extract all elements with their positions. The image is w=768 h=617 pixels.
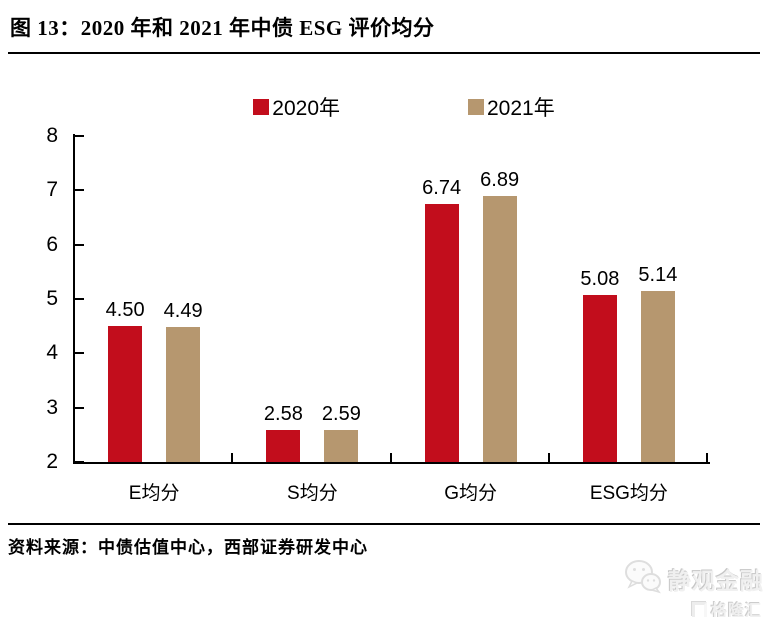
bar-value-label: 4.50 (105, 299, 145, 322)
y-tick-mark (75, 352, 84, 355)
bar-value-label: 6.89 (480, 169, 520, 192)
bar-2021年-S均分 (324, 429, 359, 462)
y-tick-mark (75, 135, 84, 137)
legend-swatch-2020 (253, 99, 270, 115)
y-tick-mark (75, 189, 84, 192)
y-tick-label: 8 (46, 124, 58, 147)
watermark-account-row: 静观金融 (624, 558, 764, 599)
bar-2021年-E均分 (166, 326, 201, 462)
x-tick-mark (231, 453, 234, 462)
source-divider (8, 523, 760, 525)
x-tick-mark (389, 453, 392, 462)
watermark: 静观金融 格隆汇 (624, 558, 764, 617)
source-note: 资料来源：中债估值中心，西部证券研发中心 (8, 538, 368, 557)
legend-swatch-2021 (468, 99, 484, 115)
bar-value-label: 5.08 (580, 267, 620, 290)
y-tick-label: 6 (46, 232, 58, 256)
category-label: S均分 (287, 483, 338, 504)
bar-value-label: 5.14 (638, 264, 678, 287)
category-label: ESG均分 (589, 483, 668, 504)
x-axis-line (73, 462, 710, 464)
x-tick-mark (706, 453, 708, 462)
y-tick-label: 3 (46, 395, 58, 419)
x-tick-mark (547, 453, 550, 462)
legend-item-2021: 2021年 (468, 92, 555, 122)
legend-item-2020: 2020年 (253, 92, 340, 122)
bar-2020年-E均分 (108, 326, 143, 462)
y-tick-mark (75, 243, 84, 246)
y-tick-label: 4 (46, 341, 58, 365)
y-tick-mark (75, 461, 84, 463)
y-tick-label: 5 (46, 287, 58, 310)
category-label: G均分 (444, 483, 498, 504)
gelonghui-logo-icon (691, 601, 707, 617)
y-axis-line (73, 134, 75, 464)
legend-label-2021: 2021年 (487, 97, 555, 120)
y-tick-mark (75, 298, 84, 300)
legend-label-2020: 2020年 (272, 97, 340, 120)
watermark-platform-row: 格隆汇 (691, 597, 762, 617)
category-label: E均分 (128, 483, 180, 504)
bar-2021年-ESG均分 (640, 291, 675, 462)
bar-2021年-G均分 (482, 196, 517, 462)
bar-2020年-S均分 (266, 430, 301, 462)
y-tick-label: 7 (46, 178, 58, 202)
chart-legend: 2020年 2021年 (0, 92, 768, 122)
watermark-platform-name: 格隆汇 (710, 603, 762, 617)
bar-value-label: 2.58 (263, 403, 303, 426)
watermark-account-name: 静观金融 (668, 567, 764, 594)
y-tick-mark (75, 406, 84, 409)
bar-value-label: 2.59 (321, 402, 361, 425)
bar-2020年-ESG均分 (582, 294, 617, 462)
figure-title: 图 13：2020 年和 2021 年中债 ESG 评价均分 (10, 16, 435, 40)
bar-value-label: 4.49 (163, 299, 203, 322)
bar-value-label: 6.74 (422, 177, 462, 200)
wechat-icon (624, 558, 662, 599)
bar-2020年-G均分 (424, 204, 459, 462)
title-divider (8, 52, 760, 54)
y-tick-label: 2 (46, 450, 58, 473)
